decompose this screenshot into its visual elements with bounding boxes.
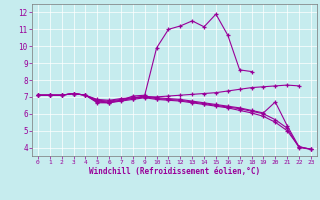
X-axis label: Windchill (Refroidissement éolien,°C): Windchill (Refroidissement éolien,°C) bbox=[89, 167, 260, 176]
